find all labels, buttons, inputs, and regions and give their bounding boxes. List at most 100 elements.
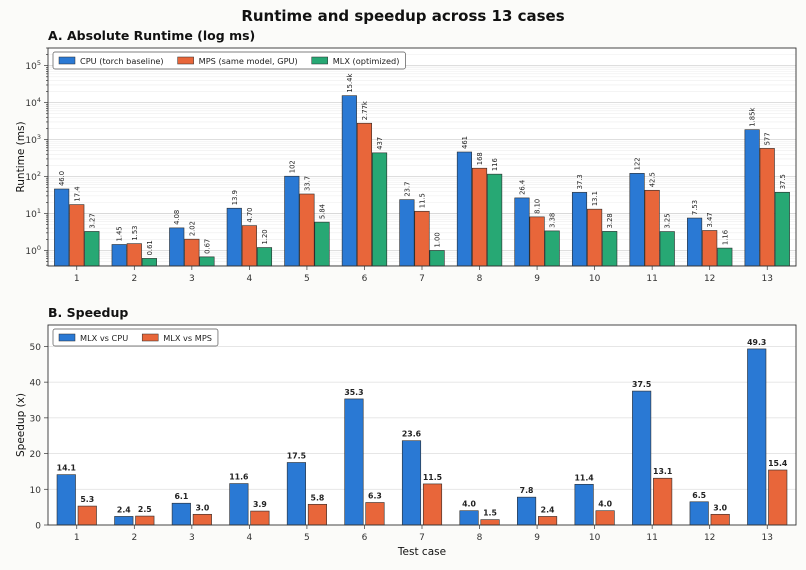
bar bbox=[344, 398, 364, 526]
bar-value-label: 2.5 bbox=[138, 505, 152, 514]
x-tick-label: 5 bbox=[304, 533, 310, 543]
bar bbox=[192, 513, 212, 526]
bar bbox=[544, 230, 560, 267]
bar-value-label: 0.61 bbox=[146, 240, 154, 255]
bar bbox=[689, 501, 709, 526]
bar bbox=[710, 513, 730, 526]
bar-value-label: 13.1 bbox=[653, 467, 672, 476]
x-tick-label: 10 bbox=[589, 533, 601, 543]
bar-value-label: 4.0 bbox=[598, 500, 612, 509]
bar-value-label: 8.10 bbox=[534, 199, 542, 214]
bar bbox=[774, 191, 790, 267]
y-tick-label: 10 bbox=[30, 486, 42, 496]
x-tick-label: 4 bbox=[247, 533, 253, 543]
bar-value-label: 168 bbox=[476, 152, 484, 165]
bar-value-label: 3.27 bbox=[88, 213, 96, 228]
legend-swatch bbox=[311, 56, 328, 65]
bar bbox=[135, 515, 155, 526]
plot-frame bbox=[47, 47, 797, 267]
bar-value-label: 37.5 bbox=[632, 380, 651, 389]
x-tick-label: 12 bbox=[704, 533, 715, 543]
x-tick-label: 4 bbox=[247, 274, 253, 284]
bar-value-label: 11.5 bbox=[423, 473, 442, 482]
bar bbox=[77, 505, 97, 526]
bar bbox=[54, 188, 70, 267]
bar-value-label: 49.3 bbox=[747, 338, 766, 347]
bar-value-label: 33.7 bbox=[303, 176, 311, 191]
bar-value-label: 3.38 bbox=[549, 213, 557, 228]
bar bbox=[653, 477, 673, 526]
bar-value-label: 6.5 bbox=[692, 491, 706, 500]
bar-value-label: 2.02 bbox=[188, 221, 196, 236]
bar bbox=[56, 474, 76, 526]
panel-b-title: B. Speedup bbox=[48, 305, 128, 320]
bar-value-label: 26.4 bbox=[518, 180, 526, 195]
legend-swatch bbox=[58, 56, 76, 65]
bar-value-label: 1.45 bbox=[116, 226, 124, 241]
bar-value-label: 13.1 bbox=[591, 191, 599, 206]
legend: MLX vs CPU MLX vs MPS bbox=[52, 328, 219, 347]
bar bbox=[687, 217, 703, 267]
y-axis-label: Speedup (x) bbox=[15, 393, 27, 457]
x-tick-label: 13 bbox=[762, 533, 773, 543]
bar bbox=[747, 348, 767, 526]
x-tick-label: 2 bbox=[131, 533, 137, 543]
figure-title: Runtime and speedup across 13 cases bbox=[241, 7, 564, 25]
x-tick-label: 3 bbox=[189, 533, 195, 543]
bar-value-label: 122 bbox=[634, 157, 642, 170]
y-tick-label: 20 bbox=[30, 450, 42, 460]
bar bbox=[744, 129, 760, 267]
bar-value-label: 437 bbox=[376, 137, 384, 150]
legend-box bbox=[52, 328, 219, 347]
bar bbox=[184, 238, 200, 267]
x-tick-label: 7 bbox=[419, 533, 425, 543]
bar bbox=[341, 95, 357, 267]
x-tick-label: 1 bbox=[74, 533, 80, 543]
bar bbox=[422, 483, 443, 526]
legend-entry-label: MLX (optimized) bbox=[333, 56, 400, 66]
plot-frame bbox=[47, 324, 797, 526]
bar bbox=[644, 189, 660, 267]
legend-entry-label: MPS (same model, GPU) bbox=[199, 56, 298, 66]
bar-value-label: 3.0 bbox=[713, 503, 727, 512]
bar-value-label: 23.6 bbox=[402, 430, 421, 439]
bar-value-label: 1.53 bbox=[131, 225, 139, 240]
bar-value-label: 7.8 bbox=[520, 486, 534, 495]
bar bbox=[768, 469, 788, 526]
x-tick-label: 11 bbox=[646, 533, 657, 543]
bar-value-label: 6.3 bbox=[368, 492, 382, 501]
bar bbox=[356, 122, 373, 267]
bar bbox=[529, 216, 545, 267]
bar-value-label: 46.0 bbox=[58, 171, 66, 186]
y-axis-label: Runtime (ms) bbox=[15, 121, 27, 192]
bar bbox=[365, 502, 385, 526]
bar-value-label: 11.5 bbox=[419, 193, 427, 208]
bar-value-label: 2.4 bbox=[541, 505, 555, 514]
bar bbox=[459, 510, 479, 526]
bar bbox=[84, 231, 100, 267]
x-tick-label: 13 bbox=[762, 274, 773, 284]
bar-value-label: 1.00 bbox=[434, 232, 442, 247]
bar-value-label: 6.1 bbox=[174, 492, 188, 501]
bar-value-label: 5.8 bbox=[311, 493, 325, 502]
bar-value-label: 3.9 bbox=[253, 500, 267, 509]
bar bbox=[372, 152, 388, 267]
y-tick-label: 102 bbox=[25, 170, 41, 183]
bar-value-label: 1.20 bbox=[261, 229, 269, 244]
bar bbox=[487, 173, 503, 267]
bar-value-label: 37.5 bbox=[779, 174, 787, 189]
legend-swatch bbox=[58, 333, 76, 342]
x-tick-label: 8 bbox=[477, 533, 483, 543]
bar-value-label: 5.84 bbox=[319, 204, 327, 219]
bar-value-label: 42.5 bbox=[649, 172, 657, 187]
y-tick-label: 104 bbox=[25, 96, 41, 109]
plot-area bbox=[48, 325, 796, 525]
bar bbox=[241, 225, 257, 267]
bar bbox=[571, 192, 588, 267]
bar bbox=[514, 197, 530, 267]
bar bbox=[587, 208, 603, 267]
legend-entry-label: MLX vs MPS bbox=[163, 333, 212, 343]
bar-value-label: 17.5 bbox=[287, 452, 306, 461]
bar bbox=[126, 243, 142, 267]
bar bbox=[141, 258, 157, 267]
